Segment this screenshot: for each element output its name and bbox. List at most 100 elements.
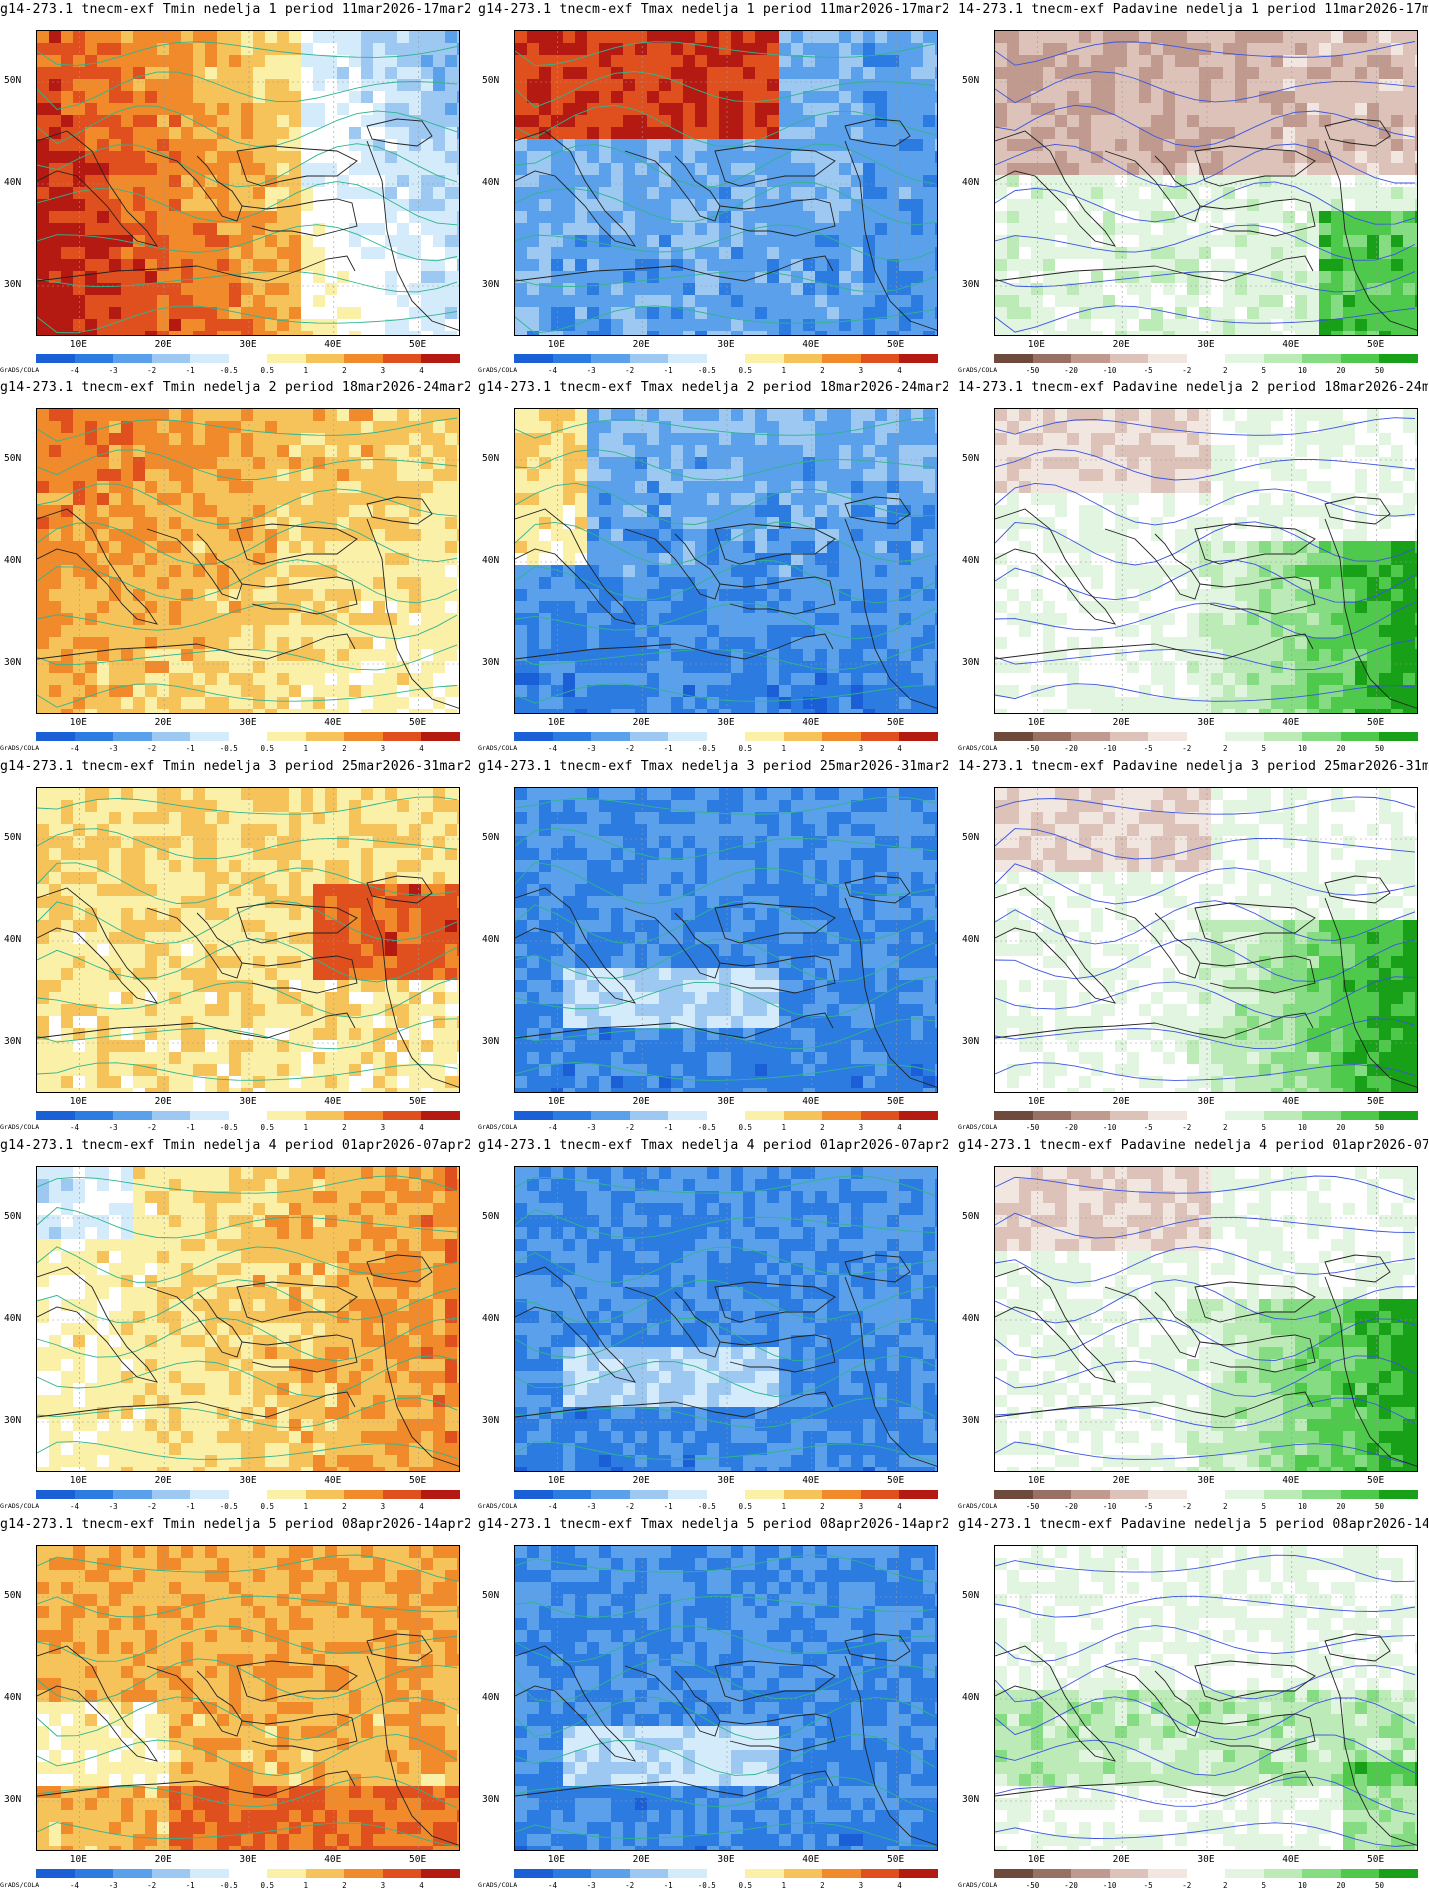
color-scale-label: -0.5: [697, 1502, 716, 1511]
color-scale-swatch: [994, 1869, 1033, 1878]
lon-tick-label: 30E: [1197, 717, 1215, 728]
color-scale-swatch: [1379, 1490, 1419, 1499]
color-scale-swatch: [1186, 354, 1226, 363]
panel-title: 14-273.1 tnecm-exf Padavine nedelja 1 pe…: [958, 2, 1428, 17]
color-scale-swatch: [1109, 1490, 1149, 1499]
lat-tick-label: 30N: [962, 657, 980, 668]
color-scale-label: 4: [419, 1123, 424, 1132]
lon-tick-label: 50E: [887, 1475, 905, 1486]
lat-tick-label: 30N: [962, 1036, 980, 1047]
color-scale-swatch: [228, 1490, 268, 1499]
color-scale-swatch: [151, 1490, 191, 1499]
color-scale-label: -5: [1143, 744, 1153, 753]
color-scale-swatch: [113, 354, 152, 363]
map-canvas: [995, 31, 1417, 335]
color-scale-label: 10: [1297, 1502, 1307, 1511]
color-scale-swatch: [514, 1869, 553, 1878]
color-scale-label: -2: [625, 1123, 635, 1132]
color-scale-swatch: [591, 1111, 630, 1120]
color-scale-label: -20: [1064, 1502, 1078, 1511]
color-scale-swatch: [860, 1490, 900, 1499]
lon-tick-label: 40E: [324, 339, 342, 350]
lon-tick-label: 20E: [632, 1096, 650, 1107]
lat-tick-label: 50N: [4, 832, 22, 843]
color-scale-swatch: [421, 1490, 461, 1499]
forecast-panel-tmax: g14-273.1 tnecm-exf Tmax nedelja 1 perio…: [478, 0, 948, 375]
color-scale-swatch: [36, 1869, 75, 1878]
color-scale-swatch: [1109, 1111, 1149, 1120]
color-scale-label: 2: [820, 1123, 825, 1132]
color-scale-swatch: [305, 1111, 345, 1120]
panel-title: g14-273.1 tnecm-exf Tmax nedelja 4 perio…: [478, 1138, 948, 1153]
map-frame: [36, 1545, 460, 1851]
color-scale-swatch: [745, 1111, 784, 1120]
color-scale-swatch: [267, 732, 306, 741]
color-scale-swatch: [629, 1869, 669, 1878]
color-scale-label: -20: [1064, 366, 1078, 375]
lat-tick-label: 30N: [4, 1036, 22, 1047]
color-scale-swatch: [1225, 1869, 1264, 1878]
color-scale-label: -50: [1025, 744, 1040, 753]
color-scale-swatch: [994, 354, 1033, 363]
color-scale-swatch: [1225, 1111, 1264, 1120]
map-canvas: [37, 31, 459, 335]
color-scale-label: -50: [1025, 1502, 1040, 1511]
color-scale-swatch: [1071, 354, 1110, 363]
color-scale-swatch: [1340, 1869, 1380, 1878]
lon-tick-label: 40E: [802, 1854, 820, 1865]
color-scale-label: 1: [781, 1123, 787, 1132]
forecast-panel-prec: 14-273.1 tnecm-exf Padavine nedelja 2 pe…: [958, 378, 1428, 753]
color-scale-swatch: [1032, 732, 1072, 741]
color-scale-label: 2: [342, 366, 347, 375]
color-scale-label: -4: [70, 744, 80, 753]
color-scale-label: -3: [586, 1881, 596, 1890]
lat-tick-label: 50N: [962, 453, 980, 464]
color-scale-label: 1: [781, 744, 787, 753]
color-scale-swatch: [113, 1869, 152, 1878]
color-scale-swatch: [1186, 1869, 1226, 1878]
lon-tick-label: 20E: [1112, 1475, 1130, 1486]
color-scale-swatch: [706, 1869, 746, 1878]
map-canvas: [37, 409, 459, 713]
lon-tick-label: 50E: [1367, 1854, 1385, 1865]
color-scale-swatch: [822, 1869, 861, 1878]
color-scale-label: -4: [70, 1502, 80, 1511]
map-frame: [994, 30, 1418, 336]
lon-tick-label: 30E: [239, 1475, 257, 1486]
color-scale-label: 1: [781, 1881, 787, 1890]
color-scale-label: 50: [1374, 366, 1384, 375]
color-scale-swatch: [344, 1490, 383, 1499]
panel-title: g14-273.1 tnecm-exf Tmin nedelja 1 perio…: [0, 2, 470, 17]
color-scale-label: 10: [1297, 366, 1307, 375]
color-scale-swatch: [1109, 354, 1149, 363]
lat-tick-label: 40N: [4, 1692, 22, 1703]
color-scale-swatch: [1071, 732, 1110, 741]
grads-credit: GrADS/COLA: [0, 744, 40, 752]
color-scale-label: -0.5: [219, 1502, 238, 1511]
color-scale-swatch: [822, 1111, 861, 1120]
color-scale-label: 2: [342, 744, 347, 753]
color-scale-label: -4: [548, 1881, 558, 1890]
lon-tick-label: 10E: [1027, 339, 1045, 350]
color-scale-label: 0.5: [738, 1502, 753, 1511]
lat-tick-label: 30N: [962, 279, 980, 290]
map-canvas: [995, 1546, 1417, 1850]
lon-tick-label: 50E: [887, 1096, 905, 1107]
color-scale-swatch: [190, 732, 229, 741]
lon-tick-label: 50E: [1367, 1475, 1385, 1486]
color-scale-swatch: [1148, 354, 1187, 363]
panel-title: g14-273.1 tnecm-exf Tmin nedelja 4 perio…: [0, 1138, 470, 1153]
map-frame: [514, 30, 938, 336]
color-scale-swatch: [190, 1869, 229, 1878]
color-scale-label: -50: [1025, 1123, 1040, 1132]
color-scale-label: -50: [1025, 366, 1040, 375]
color-scale-label: -0.5: [219, 744, 238, 753]
lon-tick-label: 30E: [717, 717, 735, 728]
color-scale-label: 4: [419, 1881, 424, 1890]
color-scale-swatch: [1032, 1490, 1072, 1499]
color-scale-swatch: [113, 732, 152, 741]
lat-tick-label: 40N: [4, 177, 22, 188]
color-scale-swatch: [305, 354, 345, 363]
color-scale-swatch: [668, 1869, 707, 1878]
grads-credit: GrADS/COLA: [0, 1881, 40, 1889]
